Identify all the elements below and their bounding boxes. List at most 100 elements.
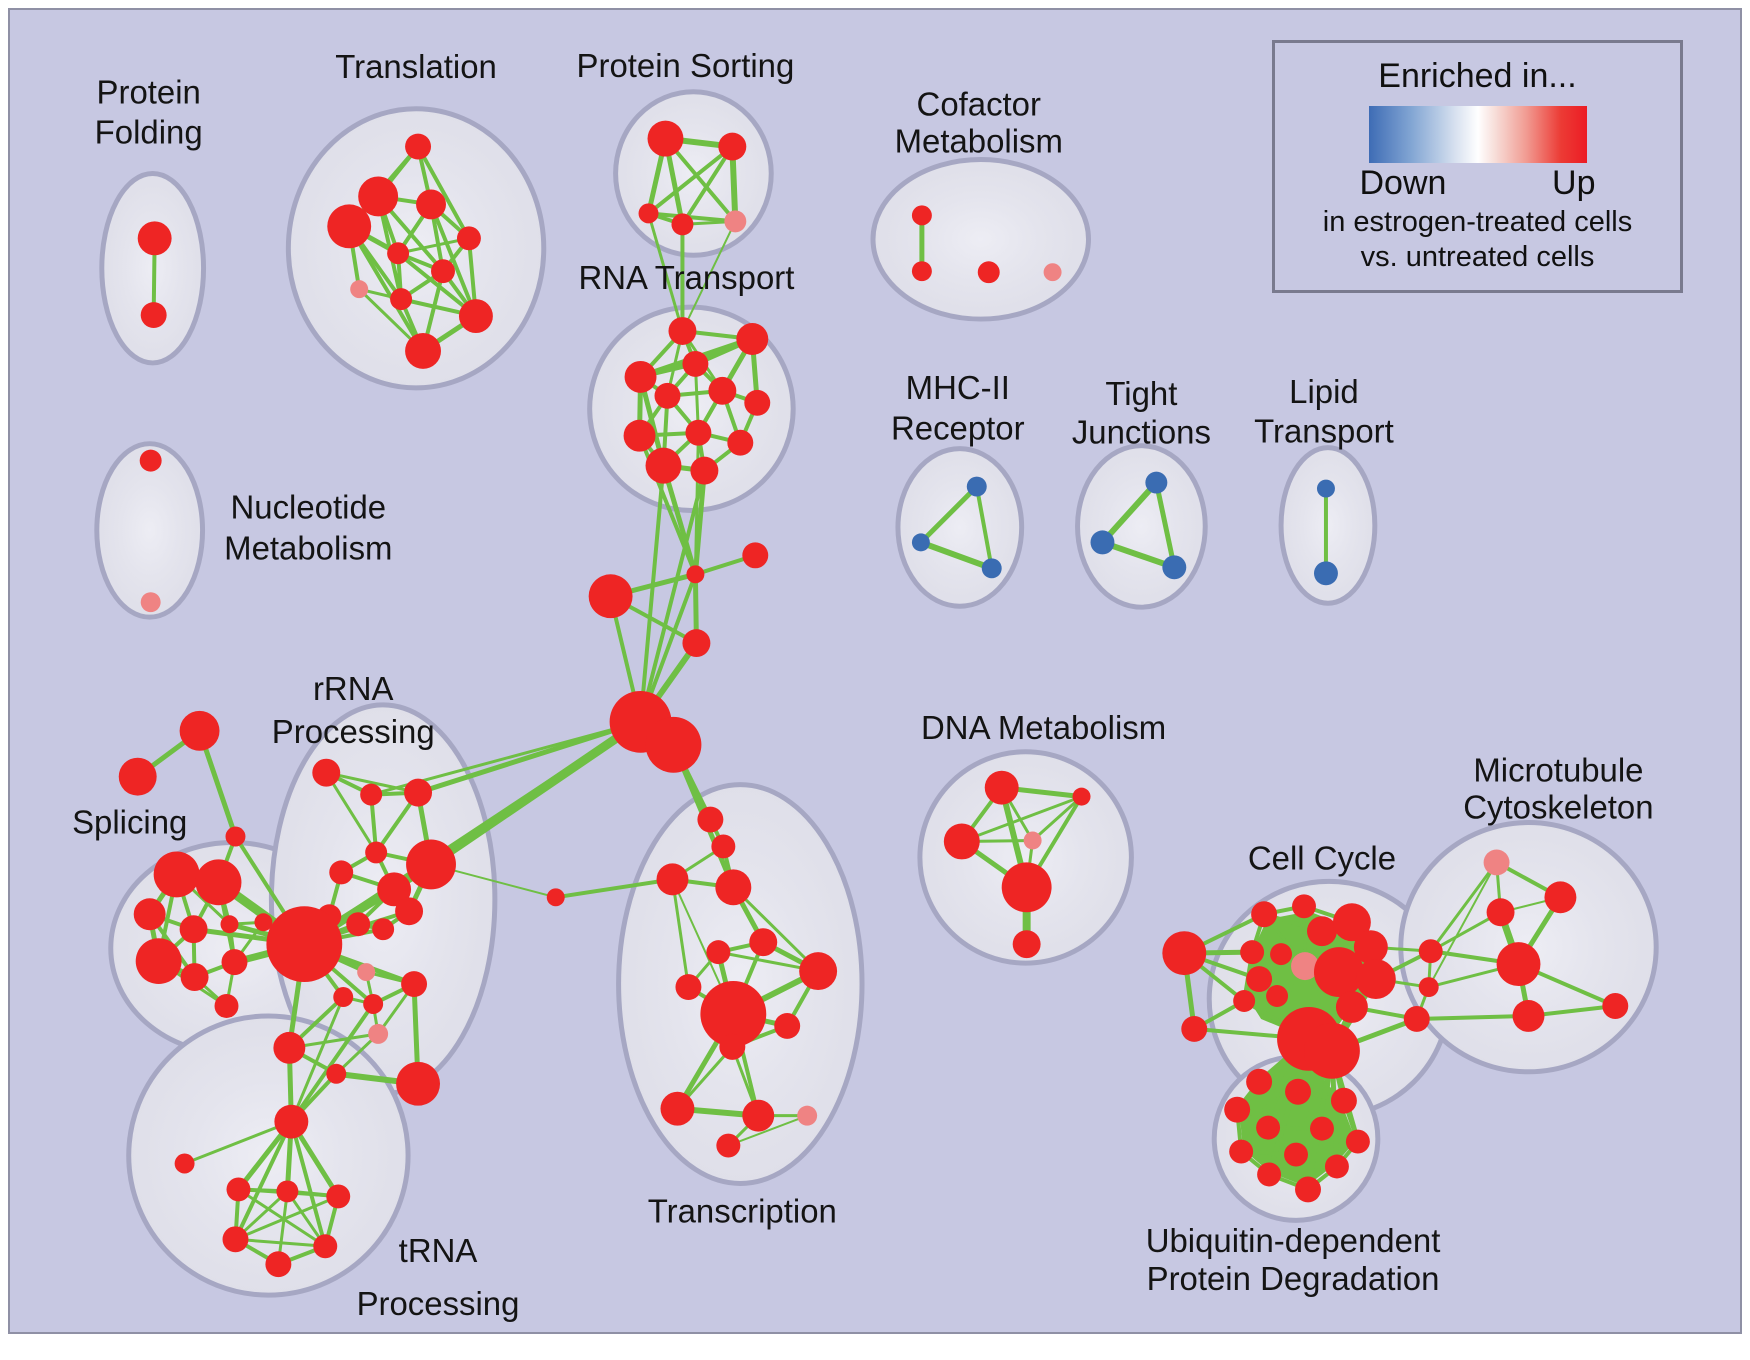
gene-set-node-tr7[interactable] [431,259,455,284]
overlap-edge-tn3-tn4[interactable] [233,1194,340,1241]
overlap-edge-ps2-ps3[interactable] [646,144,735,216]
overlap-edge-rr1-rr4[interactable] [324,771,378,854]
gene-set-node-u10[interactable] [1324,1154,1349,1179]
gene-set-node-cc14[interactable] [1233,990,1256,1012]
gene-set-node-ps5[interactable] [724,210,747,233]
gene-set-node-tr4[interactable] [327,204,372,249]
gene-set-node-rt9[interactable] [623,419,656,452]
gene-set-node-m4[interactable] [1496,942,1541,987]
gene-set-node-rr11[interactable] [372,918,395,941]
gene-set-node-rt7[interactable] [744,389,771,416]
gene-set-node-nm2[interactable] [140,592,161,613]
gene-set-node-tn3[interactable] [326,1184,351,1209]
gene-set-node-rr2[interactable] [360,783,383,806]
gene-set-node-u6[interactable] [1309,1116,1334,1141]
gene-set-node-rt12[interactable] [690,456,719,485]
gene-set-node-cf3[interactable] [977,261,1000,284]
gene-set-node-tn1[interactable] [226,1177,251,1202]
gene-set-node-tr11[interactable] [405,333,442,369]
gene-set-node-rr13[interactable] [401,971,428,998]
gene-set-node-sp4[interactable] [179,915,208,944]
gene-set-node-sp2[interactable] [195,859,242,906]
overlap-edge-th-ti[interactable] [183,1120,293,1166]
gene-set-node-rr19[interactable] [396,1061,441,1106]
gene-set-node-d1[interactable] [984,770,1019,805]
overlap-edge-tj1-tj3[interactable] [1153,480,1177,570]
gene-set-node-d6[interactable] [1012,930,1041,959]
overlap-edge-mh1-mh3[interactable] [974,484,994,571]
gene-set-node-tj2[interactable] [1090,530,1115,555]
gene-set-node-c2[interactable] [711,834,736,859]
gene-set-node-sp7[interactable] [180,963,209,992]
gene-set-node-lt1[interactable] [1316,479,1335,498]
gene-set-node-tn6[interactable] [265,1251,292,1278]
gene-set-node-sp6[interactable] [135,938,182,985]
gene-set-node-rt5[interactable] [654,382,681,409]
overlap-edge-d2-d4[interactable] [1031,795,1084,842]
gene-set-node-cc7[interactable] [1270,943,1293,966]
gene-set-node-H2[interactable] [645,716,702,773]
gene-set-node-ti[interactable] [174,1153,195,1174]
gene-set-node-rr15[interactable] [363,994,384,1014]
gene-set-node-rt11[interactable] [645,447,682,484]
gene-set-node-rt10[interactable] [727,429,754,456]
overlap-edge-ps3-ps5[interactable] [646,211,738,224]
gene-set-node-ps2[interactable] [718,132,747,161]
gene-set-node-rr6[interactable] [329,860,354,885]
gene-set-node-h1[interactable] [686,565,705,584]
gene-set-node-tj3[interactable] [1162,555,1187,580]
gene-set-node-rt1[interactable] [668,317,697,345]
overlap-edge-rr14-th[interactable] [289,995,345,1124]
gene-set-node-tr1[interactable] [405,133,432,160]
overlap-edge-d2-d3[interactable] [960,795,1084,843]
overlap-edge-m5-b3[interactable] [1414,1013,1531,1021]
gene-set-node-c5[interactable] [546,888,565,907]
gene-set-node-rt3[interactable] [682,350,709,377]
gene-set-node-cc1[interactable] [1251,901,1278,928]
gene-set-node-o2[interactable] [118,757,157,796]
gene-set-node-tj1[interactable] [1145,471,1168,494]
gene-set-node-cco[interactable] [1162,931,1207,976]
gene-set-node-rr14[interactable] [333,987,354,1007]
overlap-edge-tj2-tj3[interactable] [1099,539,1178,571]
overlap-edge-H1-rr3[interactable] [415,719,644,796]
gene-set-node-o1[interactable] [179,710,220,751]
gene-set-node-rr1[interactable] [312,758,341,787]
gene-set-node-sp9[interactable] [214,994,239,1018]
overlap-edge-ps2-ps4[interactable] [680,144,735,227]
gene-set-node-T7[interactable] [774,1012,801,1039]
overlap-edge-mh1-mh2[interactable] [918,484,980,545]
gene-set-node-T12[interactable] [716,1133,741,1158]
gene-set-node-cc2[interactable] [1292,894,1316,919]
gene-set-node-d5[interactable] [1001,862,1052,913]
gene-set-node-pf1[interactable] [137,221,172,256]
gene-set-node-c4[interactable] [715,869,752,906]
gene-set-node-hub2[interactable] [1304,1022,1360,1079]
gene-set-node-cc8[interactable] [1291,952,1319,981]
gene-set-node-ps1[interactable] [647,120,684,157]
gene-set-node-u8[interactable] [1229,1139,1254,1164]
gene-set-node-u3[interactable] [1330,1087,1357,1114]
gene-set-node-T8[interactable] [719,1033,746,1060]
gene-set-node-b2[interactable] [1418,977,1439,998]
gene-set-node-u5[interactable] [1256,1115,1281,1140]
overlap-edge-tr4-tr11[interactable] [347,224,426,353]
gene-set-node-u11[interactable] [1257,1162,1282,1187]
gene-set-node-b1[interactable] [1418,939,1443,964]
gene-set-node-cf4[interactable] [1043,263,1062,282]
overlap-edge-tr5-tr6[interactable] [396,236,471,255]
overlap-edge-m1-b2[interactable] [1427,861,1498,989]
gene-set-node-cf1[interactable] [911,205,932,226]
gene-set-node-rr18[interactable] [326,1063,347,1084]
overlap-edge-m1-b1[interactable] [1429,860,1499,953]
gene-set-node-cc12[interactable] [1355,959,1396,1000]
gene-set-node-cc3[interactable] [1307,916,1337,947]
gene-set-node-mh3[interactable] [981,558,1002,579]
gene-set-node-tr9[interactable] [390,288,413,311]
gene-set-node-R[interactable] [266,906,343,983]
overlap-edge-rt11-H1[interactable] [638,463,666,724]
overlap-edge-rr1-rr3[interactable] [324,771,420,795]
gene-set-node-tr10[interactable] [458,299,493,334]
overlap-edge-th-tn4[interactable] [233,1119,294,1242]
overlap-edge-ps3-rt1[interactable] [647,211,684,333]
